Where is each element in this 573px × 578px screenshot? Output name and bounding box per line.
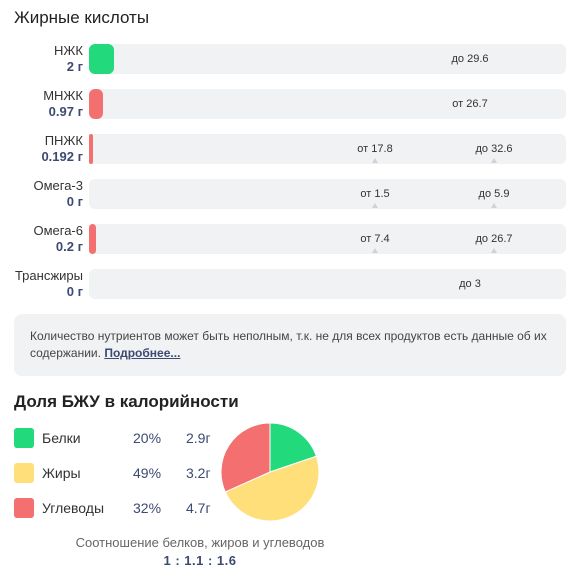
nutrient-row-omega6: Омега-6 0.2 г от 7.4 до 26.7 <box>0 223 573 257</box>
nutrient-bar-fill <box>89 44 114 74</box>
norm-tick-icon <box>491 248 497 253</box>
nutrient-bar-fill <box>89 224 96 254</box>
norm-tick-icon <box>372 158 378 163</box>
nutrient-bar: от 1.5 до 5.9 <box>89 179 566 209</box>
nutrient-row-omega3: Омега-3 0 г от 1.5 до 5.9 <box>0 178 573 212</box>
legend-name: Углеводы <box>42 500 105 516</box>
bju-pie-chart <box>220 422 320 522</box>
nutrient-value: 2 г <box>66 59 83 74</box>
nutrient-value: 0 г <box>66 284 83 299</box>
nutrient-bar-fill <box>89 134 93 164</box>
nutrient-bar: до 3 <box>89 269 566 299</box>
legend-name: Белки <box>42 430 81 446</box>
norm-mark: до 5.9 <box>478 188 510 200</box>
norm-mark: до 26.7 <box>475 233 513 245</box>
nutrient-row-nzhk: НЖК 2 г до 29.6 <box>0 43 573 77</box>
legend-percent: 32% <box>133 500 162 516</box>
nutrient-label: Трансжиры 0 г <box>15 268 83 300</box>
norm-tick-icon <box>491 203 497 208</box>
legend-swatch <box>14 428 34 448</box>
legend-grams: 4.7г <box>186 500 211 516</box>
nutrient-row-pnzhk: ПНЖК 0.192 г от 17.8 до 32.6 <box>0 133 573 167</box>
nutrient-value: 0 г <box>66 194 83 209</box>
norm-mark: до 29.6 <box>451 53 489 65</box>
nutrient-bar-fill <box>89 89 103 119</box>
more-info-link[interactable]: Подробнее... <box>104 346 181 360</box>
norm-tick-icon <box>372 203 378 208</box>
nutrient-bar: от 7.4 до 26.7 <box>89 224 566 254</box>
norm-mark: до 3 <box>459 278 481 290</box>
legend-percent: 49% <box>133 465 162 481</box>
legend-item-carbs: Углеводы 32% 4.7г <box>14 498 224 520</box>
legend-name: Жиры <box>42 465 81 481</box>
norm-mark: от 17.8 <box>357 143 393 155</box>
norm-mark: от 7.4 <box>360 233 390 245</box>
legend-grams: 3.2г <box>186 465 211 481</box>
nutrient-name: Трансжиры <box>14 268 83 283</box>
legend-swatch <box>14 463 34 483</box>
bju-title: Доля БЖУ в калорийности <box>14 392 239 411</box>
legend-percent: 20% <box>133 430 162 446</box>
legend-grams: 2.9г <box>186 430 211 446</box>
nutrient-name: Омега-3 <box>33 178 83 193</box>
nutrient-notice: Количество нутриентов может быть неполны… <box>14 314 566 376</box>
norm-tick-icon <box>491 158 497 163</box>
nutrient-value: 0.192 г <box>41 149 83 164</box>
nutrient-label: НЖК 2 г <box>54 43 83 75</box>
nutrient-bar: от 26.7 <box>89 89 566 119</box>
ratio-label: Соотношение белков, жиров и углеводов <box>75 535 325 550</box>
nutrient-row-mnzhk: МНЖК 0.97 г от 26.7 <box>0 88 573 122</box>
nutrient-label: МНЖК 0.97 г <box>43 88 83 120</box>
nutrient-name: МНЖК <box>43 88 83 103</box>
nutrient-value: 0.97 г <box>48 104 83 119</box>
pie-slice-fat <box>224 455 320 522</box>
nutrient-label: Омега-6 0.2 г <box>33 223 83 255</box>
nutrient-name: ПНЖК <box>44 133 83 148</box>
notice-text: Количество нутриентов может быть неполны… <box>30 329 547 360</box>
nutrient-row-trans: Трансжиры 0 г до 3 <box>0 268 573 302</box>
legend-item-fat: Жиры 49% 3.2г <box>14 463 224 485</box>
pie-slice-carbs <box>220 422 271 493</box>
nutrient-label: Омега-3 0 г <box>33 178 83 210</box>
norm-mark: до 32.6 <box>475 143 513 155</box>
legend-swatch <box>14 498 34 518</box>
ratio-value: 1 : 1.1 : 1.6 <box>163 553 237 568</box>
fatty-acids-title: Жирные кислоты <box>14 8 150 27</box>
nutrient-name: Омега-6 <box>33 223 83 238</box>
legend-item-protein: Белки 20% 2.9г <box>14 428 224 450</box>
nutrient-name: НЖК <box>54 43 83 58</box>
norm-mark: от 1.5 <box>360 188 390 200</box>
nutrient-bar: от 17.8 до 32.6 <box>89 134 566 164</box>
norm-mark: от 26.7 <box>452 98 488 110</box>
nutrient-value: 0.2 г <box>55 239 83 254</box>
nutrient-label: ПНЖК 0.192 г <box>41 133 83 165</box>
norm-tick-icon <box>372 248 378 253</box>
nutrient-bar: до 29.6 <box>89 44 566 74</box>
